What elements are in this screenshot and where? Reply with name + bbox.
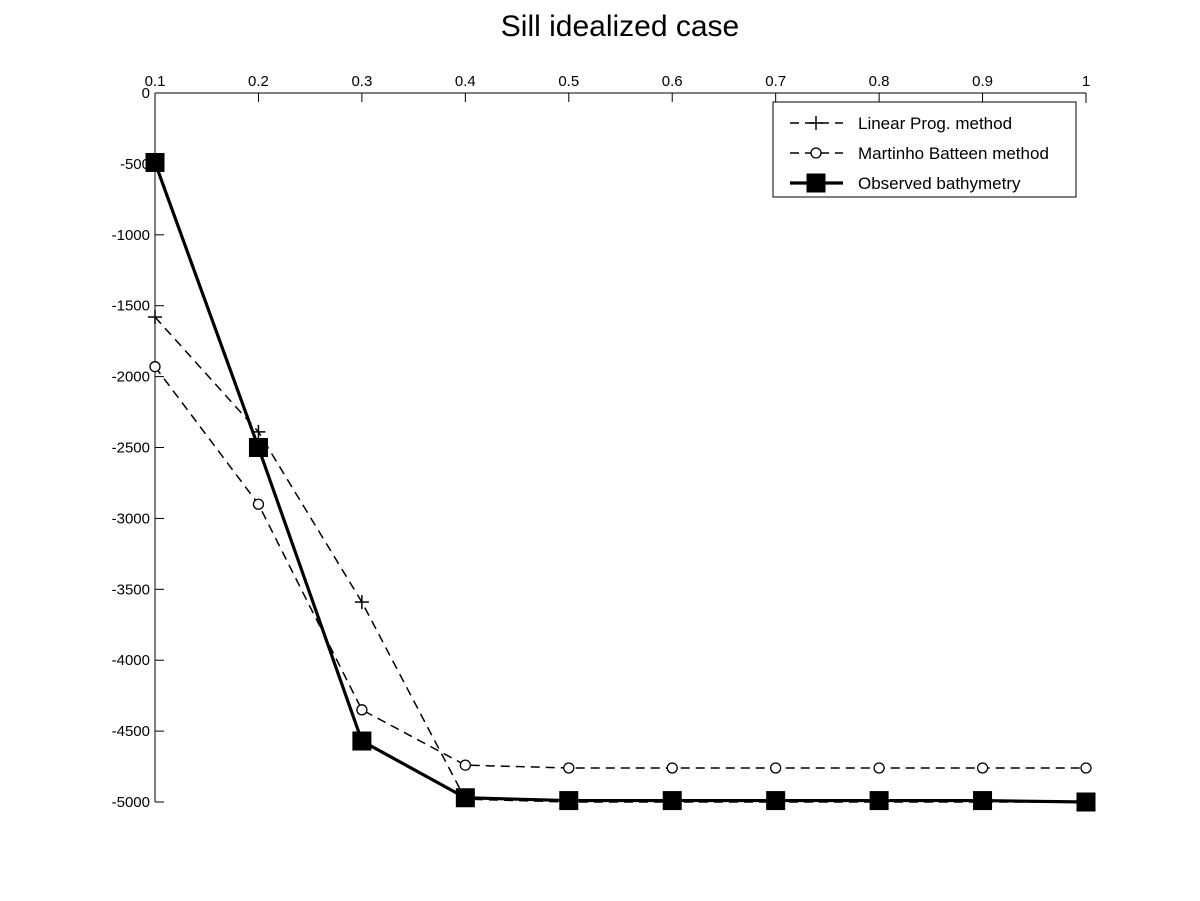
x-tick-label: 0.3 xyxy=(351,73,372,90)
y-tick-label: 0 xyxy=(142,85,150,102)
x-tick-label: 0.2 xyxy=(248,73,269,90)
y-tick-label: -1000 xyxy=(112,227,150,244)
x-tick-label: 0.4 xyxy=(455,73,476,90)
data-point-circle xyxy=(459,759,471,771)
axes: 0.1 0.2 0.3 0.4 0.5 0.6 0.7 0.8 0.9 1 0 -500 -1000 -1… xyxy=(112,73,1091,811)
data-point-square xyxy=(559,791,579,811)
y-tick-label: -2000 xyxy=(112,369,150,386)
y-tick-label: -4000 xyxy=(112,652,150,669)
x-tick-label: 0.8 xyxy=(869,73,890,90)
data-point-circle xyxy=(1080,762,1092,774)
chart-title: Sill idealized case xyxy=(501,10,739,43)
data-point-square xyxy=(455,788,475,808)
data-point-circle xyxy=(563,762,575,774)
y-tick-label: -3000 xyxy=(112,510,150,527)
y-tick-label: -4500 xyxy=(112,723,150,740)
series-square xyxy=(145,152,1096,812)
y-tick-label: -2500 xyxy=(112,440,150,457)
series-circle xyxy=(149,361,1092,774)
data-point-square xyxy=(869,791,889,811)
y-tick-label: -3500 xyxy=(112,581,150,598)
data-point-square xyxy=(248,438,268,457)
data-point-circle xyxy=(149,361,161,373)
data-point-square xyxy=(973,791,993,811)
x-tick-label: 1 xyxy=(1082,73,1090,90)
data-point-square xyxy=(145,152,165,172)
x-tick-label: 0.6 xyxy=(662,73,683,90)
data-point-circle xyxy=(666,762,678,774)
data-point-circle xyxy=(356,704,368,716)
data-point-square xyxy=(352,731,372,751)
series-plus xyxy=(148,310,1093,809)
series-line-plus xyxy=(154,316,1086,803)
data-point-circle xyxy=(873,762,885,774)
legend-entry: Observed bathymetry xyxy=(790,173,1021,193)
y-tick-label: -5000 xyxy=(112,794,150,811)
legend-label: Martinho Batteen method xyxy=(858,144,1049,163)
x-tick-label: 0.7 xyxy=(765,73,786,90)
series-line-square xyxy=(153,161,1087,804)
series-line-circle xyxy=(154,366,1086,769)
data-point-circle xyxy=(770,762,782,774)
legend-label: Linear Prog. method xyxy=(858,114,1012,133)
series-layer xyxy=(145,152,1096,812)
x-tick-label: 0.1 xyxy=(145,73,166,90)
legend-marker-square xyxy=(806,173,826,193)
data-point-square xyxy=(766,791,786,811)
data-point-circle xyxy=(976,762,989,774)
y-tick-label: -500 xyxy=(120,156,150,173)
x-tick-label: 0.9 xyxy=(972,73,993,90)
legend-label: Observed bathymetry xyxy=(858,174,1021,193)
data-point-square xyxy=(1076,792,1096,812)
data-point-circle xyxy=(252,498,265,510)
legend-entry: Martinho Batteen method xyxy=(790,144,1049,163)
legend-entry: Linear Prog. method xyxy=(790,114,1012,133)
legend: Linear Prog. method Martinho Batteen meth… xyxy=(772,101,1077,198)
y-tick-label: -1500 xyxy=(112,298,150,315)
x-tick-label: 0.5 xyxy=(558,73,579,90)
data-point-square xyxy=(662,791,682,811)
legend-marker-circle xyxy=(810,147,822,159)
